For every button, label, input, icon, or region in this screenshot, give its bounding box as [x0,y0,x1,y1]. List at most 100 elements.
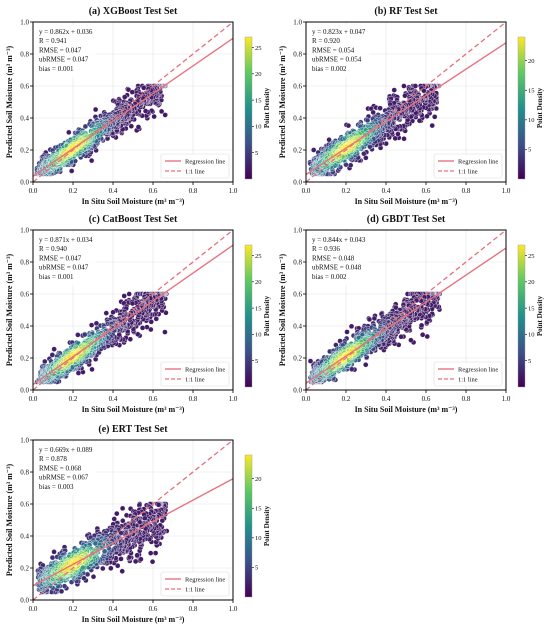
x-tick-label: 0.6 [149,395,158,403]
x-tick-label: 0.6 [422,395,431,403]
scatter-point [361,151,367,157]
scatter-point [398,334,404,340]
x-tick-label: 0.2 [342,395,351,403]
colorbar-tick-label: 10 [255,535,262,542]
chart-title: (a) XGBoost Test Set [89,6,178,17]
scatter-point [69,168,75,174]
scatter-point [424,113,430,119]
x-tick-label: 0.8 [189,395,198,403]
y-tick-label: 0.8 [293,259,302,267]
stats-line: ubRMSE = 0.047 [39,264,89,272]
x-tick-label: 0.2 [69,395,78,403]
scatter-point [51,346,57,352]
y-tick-label: 0.2 [20,565,29,573]
scatter-point [429,122,435,129]
scatter-point [424,333,430,340]
colorbar-tick-label: 5 [255,565,258,572]
scatter-point [129,89,135,95]
colorbar-tick-label: 15 [255,506,262,513]
y-tick-label: 1.0 [293,227,302,235]
legend-regression-label: Regression line [458,159,498,166]
x-axis-label: In Situ Soil Moisture (m³ m⁻³) [82,197,185,206]
scatter-point [110,309,116,315]
scatter-point [345,122,352,129]
scatter-point [42,358,48,365]
y-tick-label: 0.8 [293,51,302,59]
x-tick-label: 1.0 [229,187,238,195]
x-tick-label: 0.4 [382,187,391,195]
colorbar-label: Point Density [536,295,544,336]
colorbar-tick-label: 25 [255,253,262,260]
colorbar [244,454,253,598]
colorbar-label: Point Density [263,295,271,336]
scatter-point [366,316,373,323]
scatter-point [66,129,72,136]
y-axis-label: Predicted Soil Moisture (m³ m⁻³) [5,46,14,159]
chart-title: (c) CatBoost Test Set [89,214,178,225]
colorbar-tick-label: 10 [528,117,535,124]
stats-line: R = 0.878 [39,455,67,463]
stats-line: R = 0.940 [39,245,67,253]
scatter-point [432,114,438,120]
scatter-point [162,329,168,335]
scatter-point [51,549,57,555]
colorbar-tick-label: 20 [528,279,535,286]
x-tick-label: 0.0 [29,605,38,613]
stats-line: RMSE = 0.048 [312,254,355,262]
scatter-point [142,108,149,114]
x-tick-label: 0.4 [109,605,118,613]
y-tick-label: 0.8 [20,469,29,477]
legend-identity-label: 1:1 line [185,377,205,384]
colorbar-tick-label: 20 [255,71,262,78]
x-tick-label: 0.4 [382,395,391,403]
colorbar-tick-label: 10 [255,124,262,131]
y-tick-label: 1.0 [20,227,29,235]
y-tick-label: 1.0 [20,437,29,445]
y-tick-label: 0.6 [293,291,302,299]
chart-title: (e) ERT Test Set [98,424,168,435]
stats-line: bias = 0.003 [39,483,74,491]
x-axis-label: In Situ Soil Moisture (m³ m⁻³) [82,615,185,624]
y-tick-label: 0.6 [293,83,302,91]
x-tick-label: 0.0 [302,187,311,195]
legend-regression-label: Regression line [185,577,225,584]
scatter-point [134,552,140,558]
chart-title: (d) GBDT Test Set [367,214,446,225]
x-tick-label: 0.4 [109,187,118,195]
y-axis-label: Predicted Soil Moisture (m³ m⁻³) [278,254,287,367]
scatter-point [364,117,371,124]
scatter-point [344,329,350,335]
scatter-point [162,112,168,118]
y-tick-label: 0.6 [20,501,29,509]
x-tick-label: 1.0 [502,187,511,195]
scatter-point [92,106,99,113]
legend-identity-label: 1:1 line [458,377,478,384]
x-tick-label: 0.8 [189,187,198,195]
y-tick-label: 0.4 [20,323,29,331]
x-tick-label: 0.2 [69,605,78,613]
stats-line: R = 0.920 [312,37,340,45]
x-axis-label: In Situ Soil Moisture (m³ m⁻³) [355,197,458,206]
y-axis-label: Predicted Soil Moisture (m³ m⁻³) [278,46,287,159]
scatter-point [75,370,82,376]
colorbar-tick-label: 20 [528,58,535,65]
scatter-point [122,94,128,100]
scatter-points [34,83,169,177]
stats-line: y = 0.871x + 0.034 [39,236,93,244]
x-tick-label: 0.0 [302,395,311,403]
colorbar-tick-label: 15 [528,305,535,312]
y-tick-label: 0.4 [293,115,302,123]
scatter-point [129,300,136,307]
legend-identity-label: 1:1 line [458,169,478,176]
scatter-point [391,87,397,93]
scatter-point [100,565,106,572]
y-tick-label: 0.6 [20,83,29,91]
colorbar-tick-label: 25 [255,45,262,52]
colorbar-tick-label: 5 [255,358,258,365]
scatter-point [49,554,56,561]
colorbar-tick-label: 20 [255,279,262,286]
scatter-point [402,93,408,99]
scatter-point [371,315,378,322]
colorbar-label: Point Density [263,505,271,546]
colorbar-tick-label: 10 [528,332,535,339]
